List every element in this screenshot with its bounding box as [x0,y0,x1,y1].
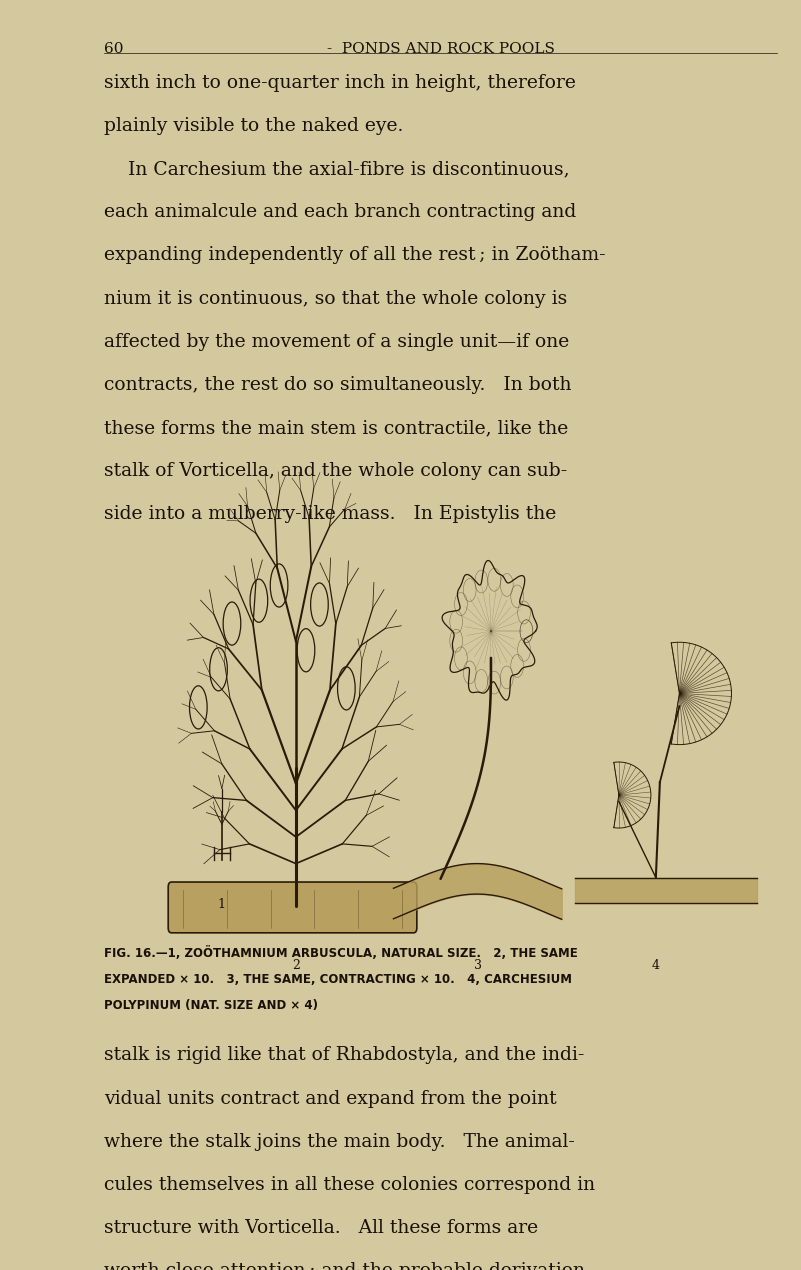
Text: affected by the movement of a single unit—if one: affected by the movement of a single uni… [104,333,570,351]
Text: each animalcule and each branch contracting and: each animalcule and each branch contract… [104,203,577,221]
Text: 3: 3 [473,959,481,972]
Text: In Carchesium the axial-fibre is discontinuous,: In Carchesium the axial-fibre is discont… [104,160,570,178]
Text: worth close attention ; and the probable derivation: worth close attention ; and the probable… [104,1262,585,1270]
Text: these forms the main stem is contractile, like the: these forms the main stem is contractile… [104,419,569,437]
Text: 1: 1 [218,898,226,911]
Text: -  PONDS AND ROCK POOLS: - PONDS AND ROCK POOLS [327,42,554,56]
Text: plainly visible to the naked eye.: plainly visible to the naked eye. [104,117,404,135]
Text: structure with Vorticella.   All these forms are: structure with Vorticella. All these for… [104,1219,538,1237]
Text: where the stalk joins the main body.   The animal-: where the stalk joins the main body. The… [104,1133,575,1151]
Text: 4: 4 [652,959,660,972]
Text: stalk of Vorticella, and the whole colony can sub-: stalk of Vorticella, and the whole colon… [104,462,567,480]
Text: vidual units contract and expand from the point: vidual units contract and expand from th… [104,1090,557,1107]
Text: stalk is rigid like that of Rhabdostyla, and the indi-: stalk is rigid like that of Rhabdostyla,… [104,1046,585,1064]
Text: expanding independently of all the rest ; in Zoötham-: expanding independently of all the rest … [104,246,606,264]
Text: 2: 2 [292,959,300,972]
Text: cules themselves in all these colonies correspond in: cules themselves in all these colonies c… [104,1176,595,1194]
Text: 60: 60 [104,42,123,56]
Text: FIG. 16.—1, ZOÖTHAMNIUM ARBUSCULA, NATURAL SIZE.   2, THE SAME: FIG. 16.—1, ZOÖTHAMNIUM ARBUSCULA, NATUR… [104,946,578,960]
Text: EXPANDED × 10.   3, THE SAME, CONTRACTING × 10.   4, CARCHESIUM: EXPANDED × 10. 3, THE SAME, CONTRACTING … [104,973,572,986]
Text: sixth inch to one-quarter inch in height, therefore: sixth inch to one-quarter inch in height… [104,74,576,91]
FancyBboxPatch shape [168,883,417,933]
Text: nium it is continuous, so that the whole colony is: nium it is continuous, so that the whole… [104,290,567,307]
Text: POLYPINUM (NAT. SIZE AND × 4): POLYPINUM (NAT. SIZE AND × 4) [104,999,318,1012]
Text: side into a mulberry-like mass.   In Epistylis the: side into a mulberry-like mass. In Epist… [104,505,557,523]
Text: contracts, the rest do so simultaneously.   In both: contracts, the rest do so simultaneously… [104,376,572,394]
